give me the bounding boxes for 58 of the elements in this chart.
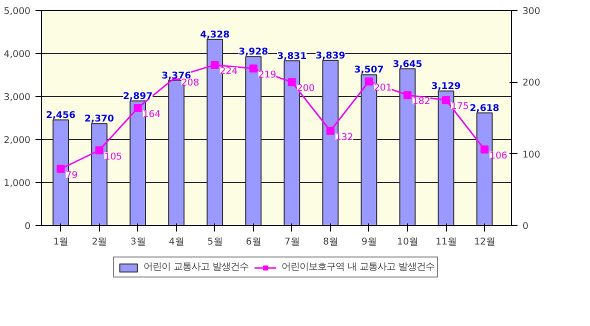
data-label: 105 [104, 151, 122, 162]
x-tick-label: 7월 [284, 236, 300, 248]
y-tick-label: 3,000 [4, 92, 31, 103]
x-tick-label: 1월 [53, 236, 68, 248]
point [326, 126, 334, 135]
data-label: 3,129 [431, 80, 461, 92]
y-tick-label: 2,000 [4, 135, 31, 146]
data-label: 2,456 [46, 110, 76, 121]
y-tick-label: 4,000 [4, 49, 31, 60]
legend-label: 어린이 교통사고 발생건수 [144, 260, 249, 274]
point [442, 96, 450, 104]
y2-tick-label: 0 [522, 221, 528, 232]
x-tick-label: 5월 [207, 236, 222, 248]
legend-label: 어린이보호구역 내 교통사고 발생건수 [282, 260, 434, 274]
point [210, 60, 219, 69]
point [134, 104, 142, 112]
data-label: 200 [296, 83, 315, 94]
point [249, 64, 258, 73]
data-label: 3,507 [354, 64, 384, 76]
point [95, 146, 104, 154]
data-label: 164 [142, 108, 161, 120]
data-label: 106 [490, 150, 508, 162]
data-label: 219 [258, 70, 276, 81]
y-tick-label: 1,000 [4, 178, 31, 189]
data-label: 3,928 [238, 46, 268, 58]
x-tick-label: 10월 [397, 236, 418, 248]
data-label: 2,618 [470, 102, 500, 114]
data-label: 4,328 [200, 29, 230, 40]
x-tick-label: 9월 [361, 236, 376, 248]
data-label: 224 [220, 66, 238, 77]
point [480, 146, 489, 154]
x-tick-label: 4월 [168, 236, 184, 248]
x-tick-label: 6월 [246, 236, 261, 248]
data-label: 2,370 [84, 114, 115, 125]
data-label: 3,839 [316, 50, 346, 62]
data-label: 182 [412, 96, 430, 108]
y-tick-label: 0 [24, 221, 31, 232]
data-label: 3,831 [277, 50, 307, 62]
data-label: 175 [451, 101, 469, 112]
point [56, 164, 65, 173]
data-label: 2,897 [123, 90, 153, 102]
x-tick-label: 3월 [130, 236, 146, 248]
data-label: 201 [374, 82, 392, 94]
x-tick-label: 11월 [436, 236, 456, 248]
x-tick-label: 8월 [322, 236, 338, 248]
y2-tick-label: 200 [522, 78, 540, 89]
y2-tick-label: 100 [522, 149, 540, 160]
x-tick-label: 2월 [92, 236, 107, 248]
data-label: 208 [181, 77, 200, 88]
data-label: 3,645 [392, 58, 422, 70]
data-label: 132 [335, 132, 354, 143]
y2-tick-label: 300 [522, 6, 540, 17]
y-tick-label: 5,000 [4, 6, 31, 17]
data-label: 79 [66, 170, 78, 181]
point [403, 91, 412, 100]
point [364, 77, 373, 86]
point [288, 78, 296, 86]
x-tick-label: 12월 [474, 236, 495, 248]
